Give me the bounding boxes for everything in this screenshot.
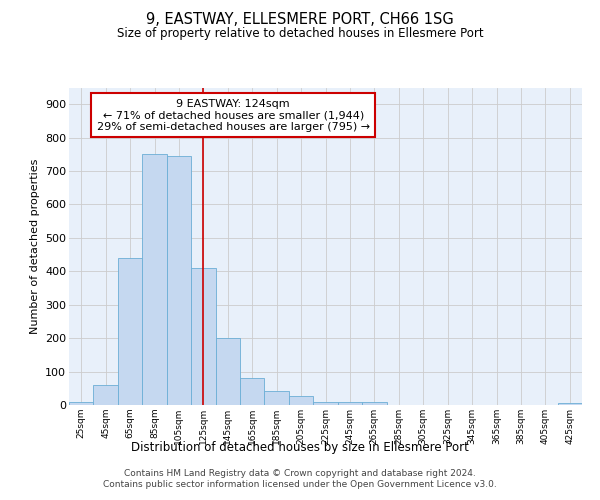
Bar [215,338,240,405]
Bar [142,154,167,405]
Bar [69,402,94,405]
Bar [289,396,313,405]
Bar [118,258,142,405]
Bar [557,404,582,405]
Text: Contains HM Land Registry data © Crown copyright and database right 2024.: Contains HM Land Registry data © Crown c… [124,468,476,477]
Bar [240,378,265,405]
Bar [313,402,338,405]
Text: Size of property relative to detached houses in Ellesmere Port: Size of property relative to detached ho… [116,28,484,40]
Bar [362,402,386,405]
Text: 9, EASTWAY, ELLESMERE PORT, CH66 1SG: 9, EASTWAY, ELLESMERE PORT, CH66 1SG [146,12,454,26]
Bar [94,385,118,405]
Bar [167,156,191,405]
Text: Distribution of detached houses by size in Ellesmere Port: Distribution of detached houses by size … [131,441,469,454]
Text: 9 EASTWAY: 124sqm
← 71% of detached houses are smaller (1,944)
29% of semi-detac: 9 EASTWAY: 124sqm ← 71% of detached hous… [97,98,370,132]
Text: Contains public sector information licensed under the Open Government Licence v3: Contains public sector information licen… [103,480,497,489]
Bar [338,402,362,405]
Bar [191,268,215,405]
Bar [265,391,289,405]
Y-axis label: Number of detached properties: Number of detached properties [29,158,40,334]
